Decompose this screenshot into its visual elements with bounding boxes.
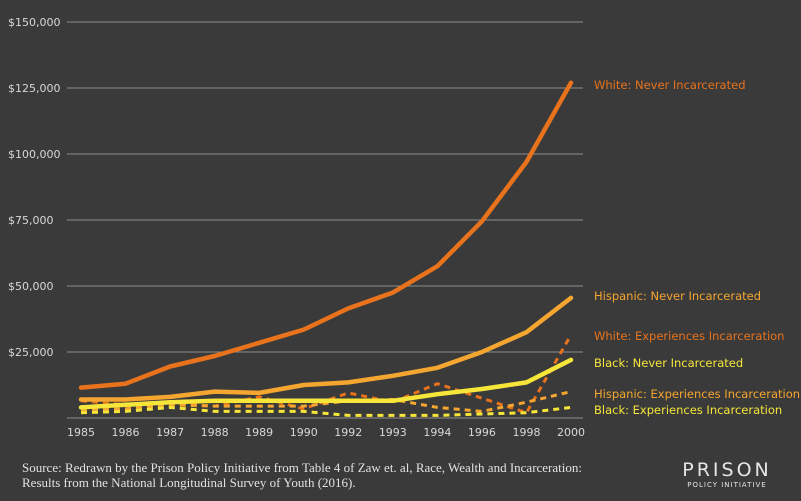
series-labels: White: Never Incarcerated Hispanic: Never… [594,78,800,417]
x-tick-label: 1988 [201,426,229,439]
x-tick-label: 1996 [468,426,496,439]
x-tick-label: 1994 [423,426,451,439]
x-tick-label: 1990 [290,426,318,439]
series-label: Hispanic: Experiences Incarceration [594,387,800,401]
gridlines [67,21,583,419]
y-tick-label: $125,000 [8,82,61,95]
source-note: Source: Redrawn by the Prison Policy Ini… [22,460,582,490]
series-line [80,390,572,413]
x-tick-label: 1992 [334,426,362,439]
x-tick-label: 1987 [156,426,184,439]
series-label: White: Experiences Incarceration [594,329,784,343]
series-line [80,405,572,417]
x-tick-label: 1998 [512,426,540,439]
x-tick-label: 1986 [112,426,140,439]
x-axis-tick-labels: 1985 1986 1987 1988 1989 1990 1992 1993 1994 1996… [67,426,585,439]
y-tick-label: $50,000 [8,280,54,293]
y-tick-label: $150,000 [8,16,61,29]
series-line [78,295,574,402]
x-tick-label: 1985 [67,426,95,439]
series-line [78,357,574,410]
series-label: White: Never Incarcerated [594,78,746,92]
series-label: Black: Never Incarcerated [594,356,743,370]
y-tick-label: $100,000 [8,148,61,161]
x-tick-label: 2000 [557,426,585,439]
logo-wordmark: PRISON [682,459,772,481]
series-label: Black: Experiences Incarceration [594,403,782,417]
y-tick-label: $25,000 [8,346,54,359]
x-tick-label: 1989 [245,426,273,439]
series-lines [78,80,574,417]
logo-subtitle: POLICY INITIATIVE [687,481,767,489]
series-line [78,80,574,390]
y-tick-label: $75,000 [8,214,54,227]
x-tick-label: 1993 [379,426,407,439]
prison-policy-initiative-logo: PRISON POLICY INITIATIVE [672,460,782,490]
y-axis-tick-labels: $25,000 $50,000 $75,000 $100,000 $125,000 $15… [8,16,61,359]
series-label: Hispanic: Never Incarcerated [594,289,761,303]
